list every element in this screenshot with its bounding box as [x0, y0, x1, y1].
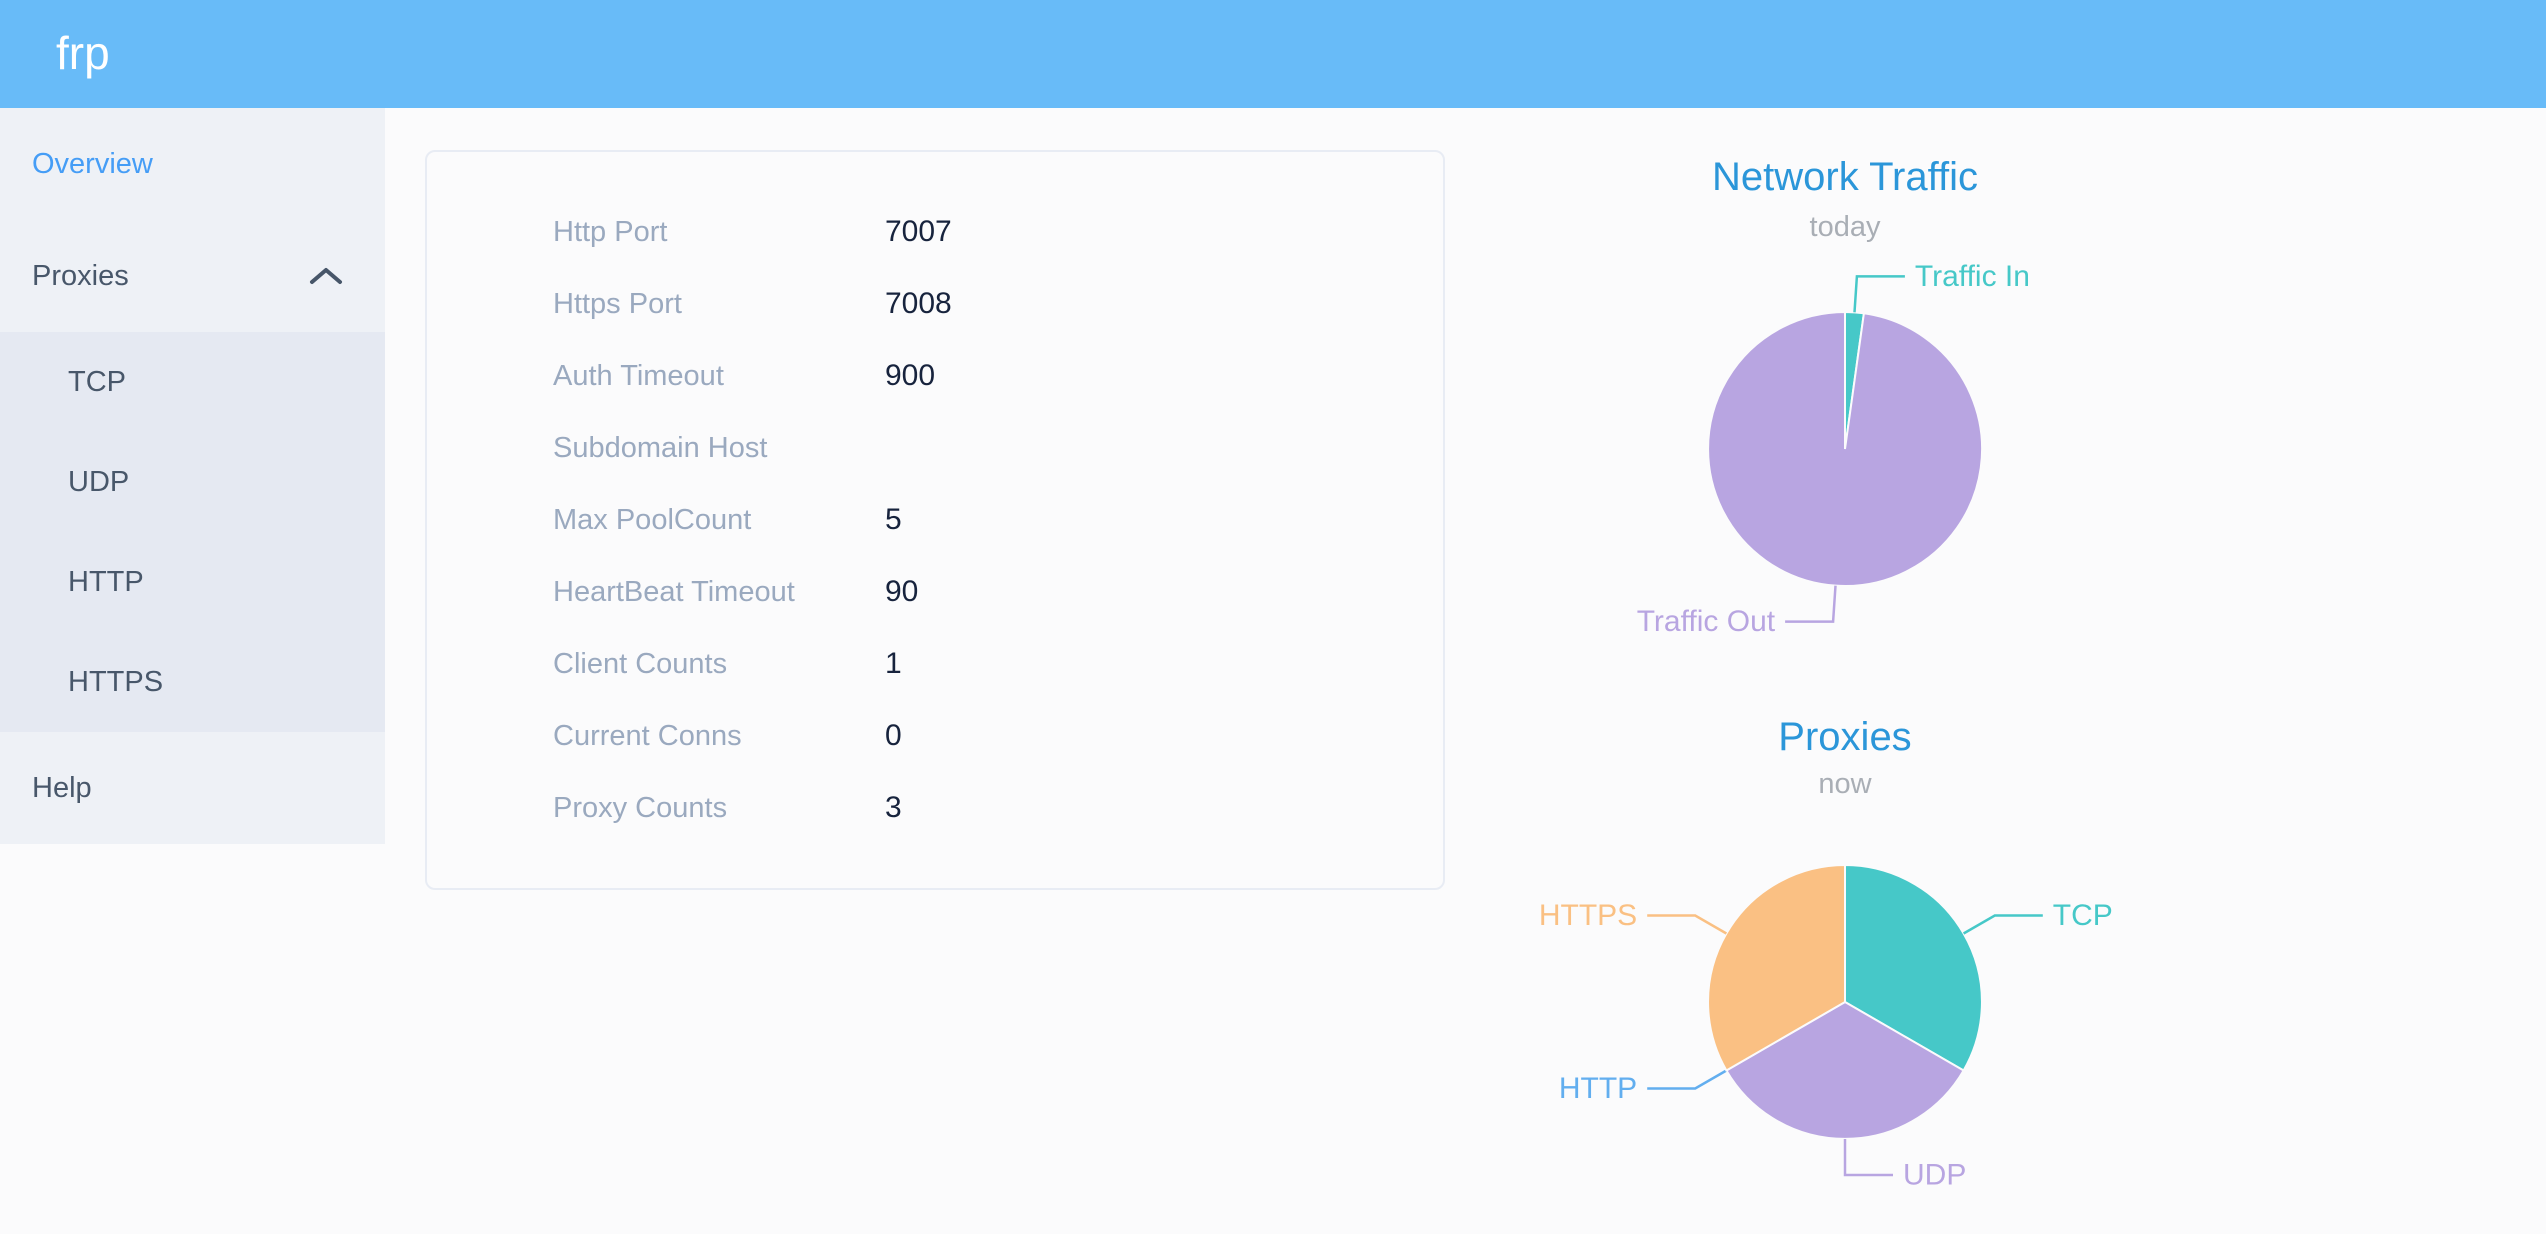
pie-label-line-traffic-out — [1785, 585, 1837, 623]
info-label: HeartBeat Timeout — [553, 575, 795, 608]
info-label: Auth Timeout — [553, 359, 724, 392]
sidebar-item-proxies-label: Proxies — [32, 260, 129, 292]
pie-label-traffic-out: Traffic Out — [1637, 605, 1776, 638]
info-label: Subdomain Host — [553, 431, 768, 464]
pie-label-udp: UDP — [1903, 1159, 1966, 1192]
info-row-subdomain-host: Subdomain Host — [427, 412, 1443, 484]
chart-title-network-traffic: Network Traffic — [1712, 155, 1978, 199]
sidebar-submenu-proxies: TCP UDP HTTP HTTPS — [0, 332, 385, 732]
sidebar-item-http[interactable]: HTTP — [68, 566, 144, 598]
info-value: 7008 — [885, 287, 952, 320]
info-row-client-counts: Client Counts 1 — [427, 628, 1443, 700]
info-row-heartbeat-timeout: HeartBeat Timeout 90 — [427, 556, 1443, 628]
chart-subtitle-network-traffic: today — [1809, 211, 1881, 243]
pie-label-traffic-in: Traffic In — [1915, 260, 2030, 293]
info-label: Https Port — [553, 287, 682, 320]
pie-slice-traffic-out[interactable] — [1707, 310, 1984, 587]
pie-label-line-udp — [1843, 1139, 1893, 1177]
info-label: Proxy Counts — [553, 791, 728, 824]
info-label: Current Conns — [553, 719, 742, 752]
pie-label-line-https — [1647, 914, 1728, 935]
info-row-http-port: Http Port 7007 — [427, 196, 1443, 268]
app-header: frp — [0, 0, 2546, 108]
chart-title-proxies: Proxies — [1778, 715, 1912, 759]
sidebar-item-help[interactable]: Help — [32, 772, 92, 804]
sidebar-item-tcp[interactable]: TCP — [68, 366, 126, 398]
chevron-up-icon — [310, 268, 342, 284]
info-row-https-port: Https Port 7008 — [427, 268, 1443, 340]
info-value: 90 — [885, 575, 919, 608]
sidebar-item-udp[interactable]: UDP — [68, 466, 130, 498]
info-value: 7007 — [885, 215, 952, 248]
info-value: 1 — [885, 647, 902, 680]
pie-label-http: HTTP — [1559, 1072, 1637, 1105]
server-info-card: Http Port 7007 Https Port 7008 Auth Timeout 9… — [425, 150, 1445, 890]
pie-label-https: HTTPS — [1539, 899, 1637, 932]
info-value: 5 — [885, 503, 902, 536]
sidebar-item-https[interactable]: HTTPS — [68, 666, 164, 698]
pie-label-line-http — [1647, 1069, 1728, 1090]
pie-label-line-traffic-in — [1853, 275, 1905, 313]
sidebar: Overview Proxies TCP UDP HTTP HTTPS Help — [0, 108, 385, 844]
info-row-auth-timeout: Auth Timeout 900 — [427, 340, 1443, 412]
info-value: 3 — [885, 791, 902, 824]
info-value: 0 — [885, 719, 902, 752]
pie-label-line-tcp — [1962, 914, 2043, 935]
pie-label-tcp: TCP — [2053, 899, 2113, 932]
pie-slice-https[interactable] — [1707, 863, 1846, 1072]
info-row-current-conns: Current Conns 0 — [427, 700, 1443, 772]
info-value: 900 — [885, 359, 936, 392]
info-row-max-poolcount: Max PoolCount 5 — [427, 484, 1443, 556]
info-label: Client Counts — [553, 647, 728, 680]
sidebar-item-proxies[interactable]: Proxies — [0, 220, 385, 332]
sidebar-item-overview[interactable]: Overview — [32, 148, 153, 180]
info-label: Http Port — [553, 215, 668, 248]
info-label: Max PoolCount — [553, 503, 752, 536]
app-logo[interactable]: frp — [56, 27, 110, 79]
chart-subtitle-proxies: now — [1818, 768, 1872, 800]
pie-slice-tcp[interactable] — [1844, 863, 1983, 1072]
pie-slice-udp[interactable] — [1725, 1000, 1965, 1140]
info-row-proxy-counts: Proxy Counts 3 — [427, 772, 1443, 844]
